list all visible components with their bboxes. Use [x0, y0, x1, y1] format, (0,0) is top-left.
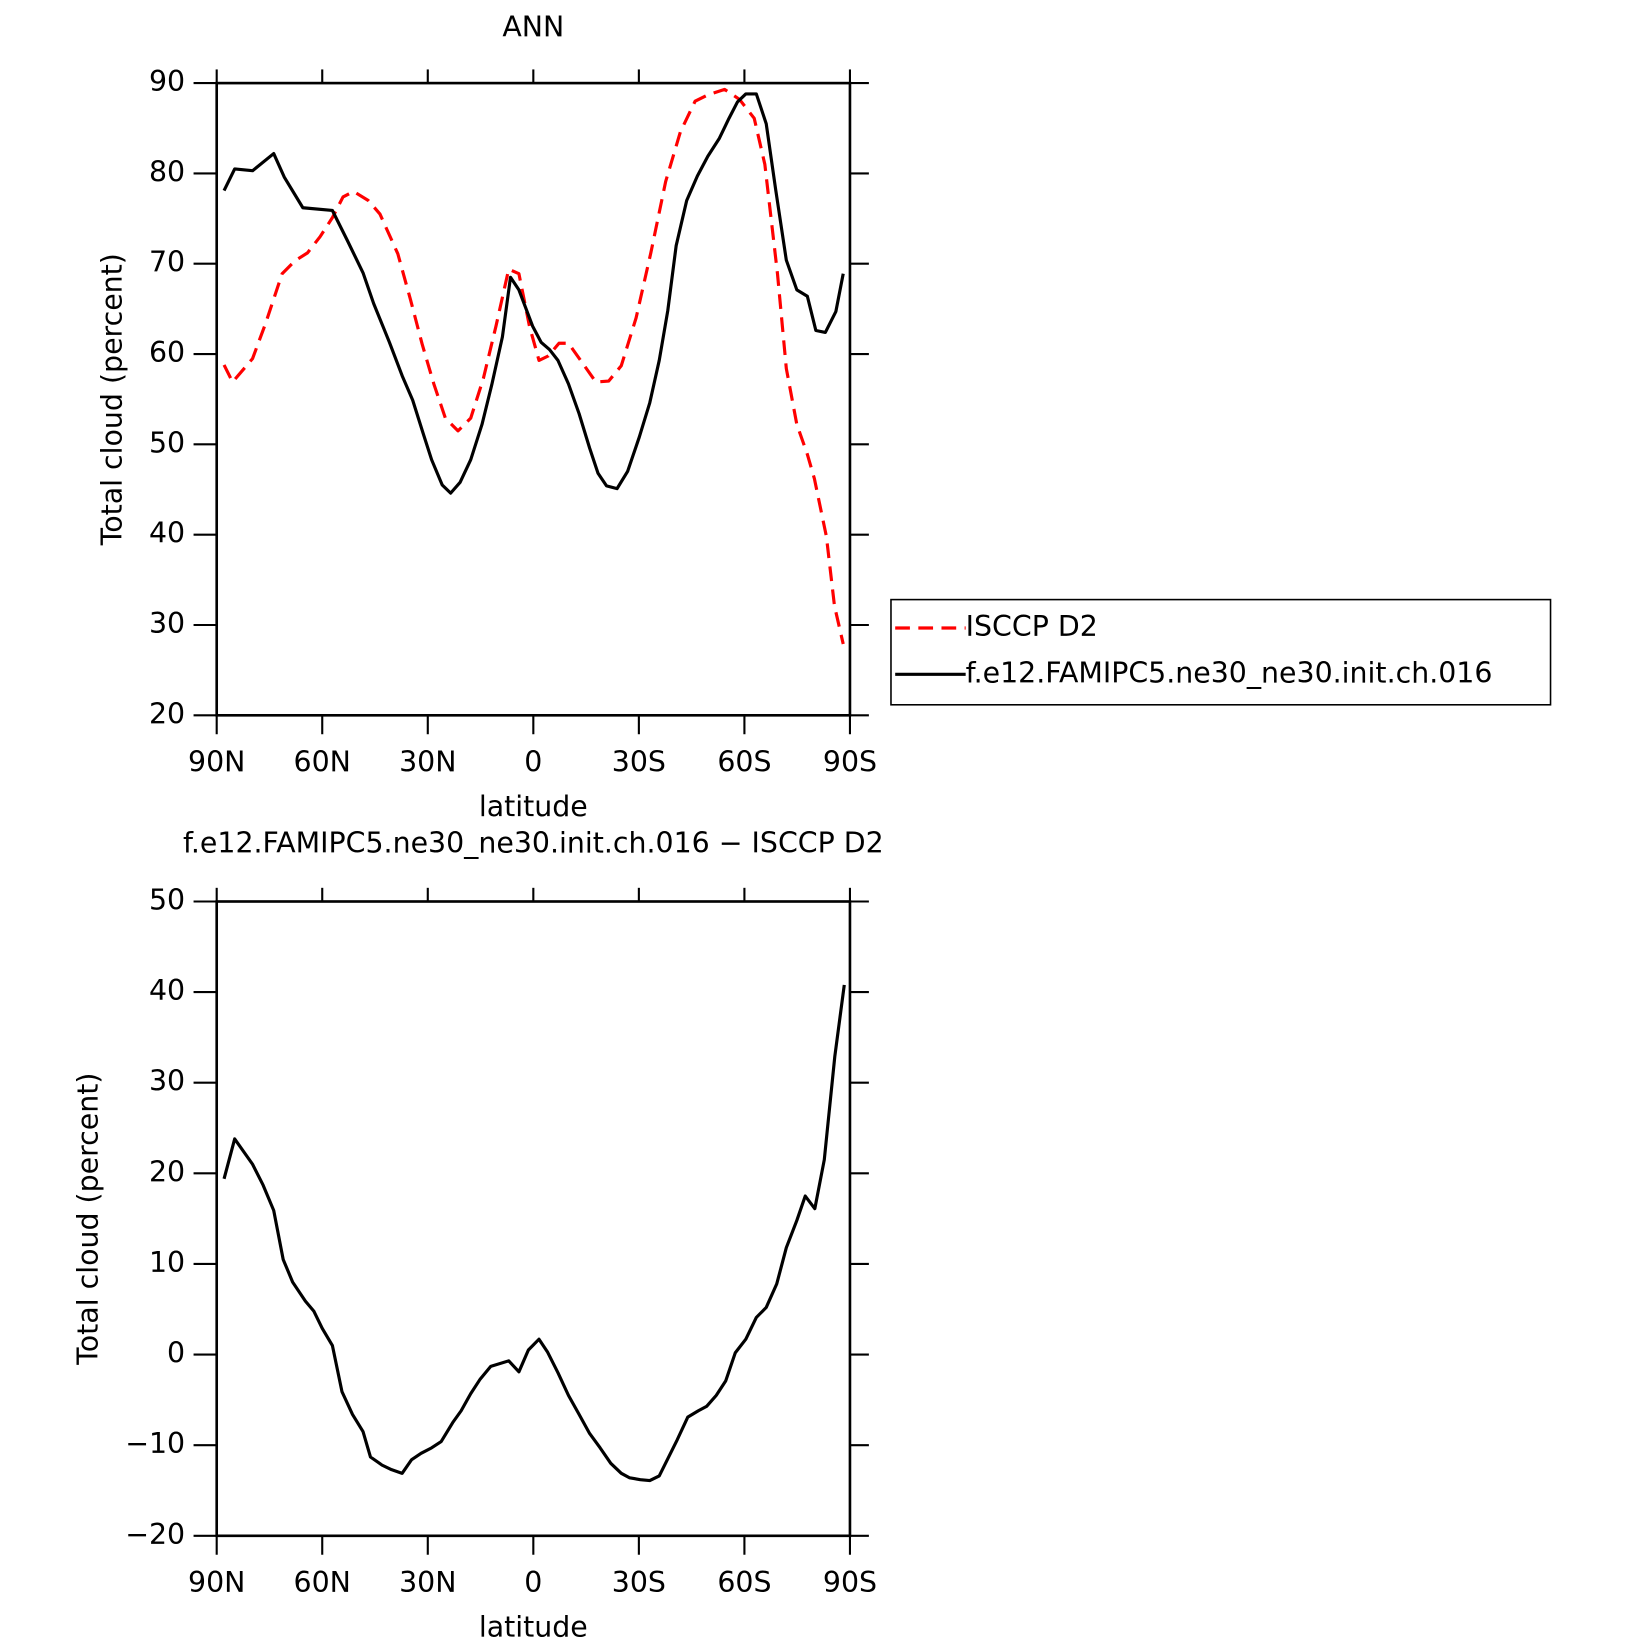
legend-box: [890, 598, 1552, 706]
plot-frame: [215, 900, 852, 1538]
y-tick-label: 40: [149, 974, 185, 1007]
x-tick-label: 90S: [823, 1566, 877, 1599]
x-tick-label: 60N: [294, 1566, 351, 1599]
x-tick-label: 90S: [823, 746, 877, 779]
y-tick-label: 90: [149, 65, 185, 98]
series-line: [222, 984, 846, 1483]
x-tick-label: 30N: [399, 1566, 456, 1599]
plot-frame: [215, 81, 852, 717]
series-line: [222, 87, 845, 645]
y-tick-label: −20: [125, 1518, 185, 1551]
y-tick-label: 50: [149, 426, 185, 459]
y-tick-label: 20: [149, 1155, 185, 1188]
y-tick-label: 40: [149, 517, 185, 550]
y-tick-label: 20: [149, 697, 185, 730]
x-axis-label: latitude: [479, 790, 588, 823]
y-tick-label: 10: [149, 1246, 185, 1279]
x-tick-label: 0: [524, 1566, 542, 1599]
y-tick-label: 80: [149, 155, 185, 188]
y-tick-label: 60: [149, 336, 185, 369]
x-tick-label: 0: [524, 746, 542, 779]
y-tick-label: 0: [167, 1337, 185, 1370]
x-tick-label: 60N: [294, 746, 351, 779]
y-tick-label: 30: [149, 607, 185, 640]
y-axis-label: Total cloud (percent): [96, 253, 129, 546]
chart-title: ANN: [502, 10, 564, 43]
y-axis-label: Total cloud (percent): [71, 1073, 104, 1366]
legend-label: f.e12.FAMIPC5.ne30_ne30.init.ch.016: [966, 656, 1493, 689]
x-tick-label: 30S: [612, 746, 666, 779]
chart-title: f.e12.FAMIPC5.ne30_ne30.init.ch.016 − IS…: [183, 827, 884, 860]
x-axis-label: latitude: [479, 1610, 588, 1641]
x-tick-label: 90N: [188, 746, 245, 779]
legend-label: ISCCP D2: [966, 610, 1098, 643]
x-tick-label: 60S: [717, 1566, 771, 1599]
x-tick-label: 30S: [612, 1566, 666, 1599]
x-tick-label: 90N: [188, 1566, 245, 1599]
y-tick-label: −10: [125, 1427, 185, 1460]
y-tick-label: 70: [149, 246, 185, 279]
y-tick-label: 50: [149, 883, 185, 916]
x-tick-label: 60S: [717, 746, 771, 779]
y-tick-label: 30: [149, 1065, 185, 1098]
series-line: [222, 92, 845, 495]
x-tick-label: 30N: [399, 746, 456, 779]
